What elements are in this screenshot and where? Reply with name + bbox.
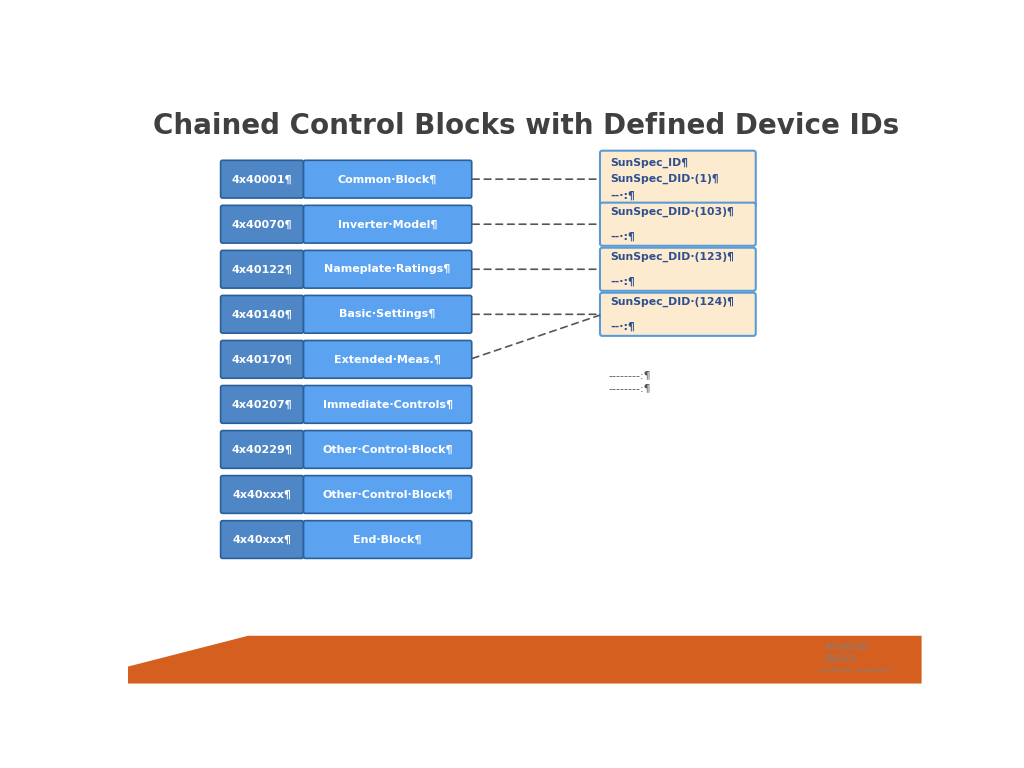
Text: 4x40170¶: 4x40170¶: [231, 354, 293, 364]
FancyBboxPatch shape: [600, 203, 756, 246]
Text: Other·Control·Block¶: Other·Control·Block¶: [323, 489, 453, 499]
Text: --------:¶: --------:¶: [608, 384, 651, 394]
FancyBboxPatch shape: [600, 151, 756, 207]
Text: 4x40070¶: 4x40070¶: [231, 219, 293, 229]
Text: Inverter·Model¶: Inverter·Model¶: [338, 219, 437, 229]
Text: ADVANCED
ENERGY: ADVANCED ENERGY: [824, 644, 869, 664]
Polygon shape: [128, 636, 922, 684]
Text: Extended·Meas.¶: Extended·Meas.¶: [334, 354, 441, 364]
FancyBboxPatch shape: [303, 386, 472, 423]
FancyBboxPatch shape: [220, 431, 303, 468]
FancyBboxPatch shape: [303, 431, 472, 468]
FancyBboxPatch shape: [303, 475, 472, 513]
FancyBboxPatch shape: [303, 205, 472, 243]
Text: SunSpec_DID·(124)¶: SunSpec_DID·(124)¶: [610, 297, 734, 307]
Text: 4x40001¶: 4x40001¶: [231, 174, 293, 184]
Polygon shape: [804, 644, 819, 668]
Text: Basic·Settings¶: Basic·Settings¶: [339, 310, 436, 319]
Text: Chained Control Blocks with Defined Device IDs: Chained Control Blocks with Defined Devi…: [153, 112, 899, 141]
FancyBboxPatch shape: [303, 521, 472, 558]
FancyBboxPatch shape: [220, 250, 303, 288]
Text: A POWERFUL ADVANTAGE™: A POWERFUL ADVANTAGE™: [818, 667, 894, 673]
Text: SunSpec_DID·(1)¶: SunSpec_DID·(1)¶: [610, 174, 719, 184]
FancyBboxPatch shape: [220, 386, 303, 423]
FancyBboxPatch shape: [303, 161, 472, 198]
Text: --·:¶: --·:¶: [610, 276, 635, 286]
FancyBboxPatch shape: [220, 161, 303, 198]
Text: 4x40xxx¶: 4x40xxx¶: [232, 535, 292, 545]
Text: 4x40229¶: 4x40229¶: [231, 445, 293, 455]
FancyBboxPatch shape: [220, 475, 303, 513]
Text: Common·Block¶: Common·Block¶: [338, 174, 437, 184]
Text: End·Block¶: End·Block¶: [353, 535, 422, 545]
Text: 4x40140¶: 4x40140¶: [231, 310, 293, 319]
FancyBboxPatch shape: [220, 296, 303, 333]
Text: Other·Control·Block¶: Other·Control·Block¶: [323, 445, 453, 455]
Text: 4x40207¶: 4x40207¶: [231, 399, 293, 409]
Text: 4x40xxx¶: 4x40xxx¶: [232, 489, 292, 499]
Text: Nameplate·Ratings¶: Nameplate·Ratings¶: [325, 264, 451, 274]
Text: SunSpec_DID·(123)¶: SunSpec_DID·(123)¶: [610, 252, 734, 262]
FancyBboxPatch shape: [600, 293, 756, 336]
Text: --·:¶: --·:¶: [610, 322, 635, 332]
FancyBboxPatch shape: [303, 296, 472, 333]
Text: --------:¶: --------:¶: [608, 370, 651, 380]
Text: --·:¶: --·:¶: [610, 231, 635, 241]
FancyBboxPatch shape: [600, 248, 756, 291]
FancyBboxPatch shape: [303, 340, 472, 378]
FancyBboxPatch shape: [220, 340, 303, 378]
Text: SunSpec_DID·(103)¶: SunSpec_DID·(103)¶: [610, 207, 734, 217]
FancyBboxPatch shape: [303, 250, 472, 288]
Text: 4x40122¶: 4x40122¶: [231, 264, 293, 274]
FancyBboxPatch shape: [220, 521, 303, 558]
FancyBboxPatch shape: [220, 205, 303, 243]
Text: --·:¶: --·:¶: [610, 191, 635, 201]
Text: Immediate·Controls¶: Immediate·Controls¶: [323, 399, 453, 409]
Text: SunSpec_ID¶: SunSpec_ID¶: [610, 157, 688, 167]
